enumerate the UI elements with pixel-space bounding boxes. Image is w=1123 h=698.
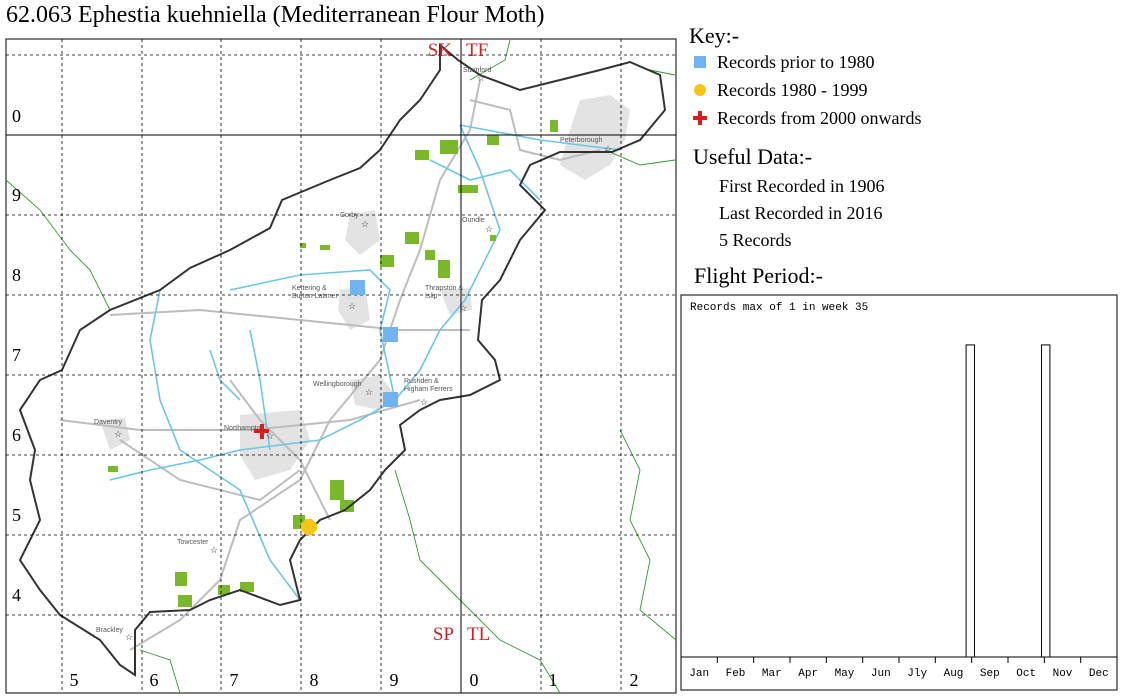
square-label: SP — [433, 624, 454, 645]
month-label: Oct — [1016, 668, 1036, 680]
town-label: Thrapston & — [425, 285, 463, 292]
useful-line: 5 Records — [719, 230, 791, 250]
town-star: ☆ — [420, 397, 428, 407]
woodland — [108, 120, 558, 607]
town-star: ☆ — [114, 429, 122, 439]
month-label: Jan — [689, 668, 709, 680]
town-label: Northampton — [224, 425, 265, 432]
month-label: Aug — [944, 668, 964, 680]
town-star: ☆ — [477, 73, 485, 83]
town-star: ☆ — [459, 303, 467, 313]
month-label: Nov — [1053, 668, 1073, 680]
record-2000-onwards — [254, 424, 269, 439]
roads — [59, 79, 601, 651]
month-label: Dec — [1089, 668, 1109, 680]
county-outline — [18, 42, 667, 677]
month-label: Feb — [726, 668, 746, 680]
month-label: Mar — [762, 668, 782, 680]
town-label: Oundle — [462, 217, 485, 224]
useful-heading: Useful Data:- — [693, 144, 812, 169]
town-label: Corby — [340, 212, 359, 219]
town-label: Wellingborough — [313, 381, 362, 388]
chart-title: Flight Period:- — [694, 263, 823, 288]
month-label: Jly — [907, 668, 927, 680]
key-heading: Key:- — [689, 23, 739, 48]
useful-line: First Recorded in 1906 — [719, 176, 884, 196]
town-star: ☆ — [361, 219, 369, 229]
town-star: ☆ — [365, 387, 373, 397]
key-swatch — [694, 56, 706, 68]
key-item: Records 1980 - 1999 — [717, 80, 867, 100]
key-swatch — [694, 84, 706, 96]
square-label: SK — [428, 40, 453, 61]
square-label: TL — [467, 624, 490, 645]
town-label: Peterborough — [560, 137, 603, 144]
town-label: Towcester — [177, 539, 209, 546]
side-panel: Key:- Records prior to 1980 Records 1980 -… — [680, 23, 1118, 691]
town-star: ☆ — [604, 144, 612, 154]
record-pre-1980 — [350, 280, 365, 295]
col-label: 5 — [70, 670, 79, 690]
month-label: Jun — [871, 668, 891, 680]
col-label: 1 — [549, 670, 558, 690]
col-label: 6 — [150, 670, 159, 690]
col-label: 2 — [630, 670, 639, 690]
row-label: 6 — [12, 425, 21, 445]
key-item: Records from 2000 onwards — [717, 108, 921, 128]
record-pre-1980 — [383, 327, 398, 342]
town-label: Brackley — [96, 627, 123, 634]
row-label: 8 — [12, 265, 21, 285]
town-label: Rushden & — [404, 378, 439, 385]
town-star: ☆ — [266, 431, 274, 441]
key-swatch — [693, 111, 707, 125]
col-label: 9 — [390, 670, 399, 690]
col-label: 8 — [310, 670, 319, 690]
bar — [1041, 344, 1051, 658]
record-1980-1999 — [301, 519, 317, 535]
month-label: Sep — [980, 668, 1000, 680]
town-label: Daventry — [94, 419, 123, 426]
row-label: 4 — [12, 585, 21, 605]
town-label: Stamford — [463, 67, 492, 74]
record-pre-1980 — [383, 392, 398, 407]
records — [254, 280, 398, 535]
useful-line: Last Recorded in 2016 — [719, 203, 882, 223]
month-label: May — [835, 668, 855, 680]
rivers — [109, 124, 621, 601]
row-label: 5 — [12, 505, 21, 525]
map-frame — [5, 38, 677, 694]
town-label: Higham Ferrers — [404, 386, 453, 393]
chart-frame — [680, 294, 1118, 691]
key-item: Records prior to 1980 — [717, 52, 874, 72]
col-label: 0 — [470, 670, 479, 690]
col-label: 7 — [230, 670, 239, 690]
square-label: TF — [466, 40, 488, 61]
boundaries — [5, 39, 677, 694]
town-star: ☆ — [210, 545, 218, 555]
town-star: ☆ — [348, 301, 356, 311]
row-label: 7 — [12, 345, 21, 365]
town-label: Islip — [425, 293, 438, 300]
town-star: ☆ — [125, 632, 133, 642]
chart-subtitle: Records max of 1 in week 35 — [690, 302, 868, 314]
row-label: 9 — [12, 185, 21, 205]
page-title: 62.063 Ephestia kuehniella (Mediterranea… — [6, 2, 545, 28]
grid — [6, 39, 676, 693]
row-label: 0 — [12, 106, 21, 126]
month-label: Apr — [798, 668, 818, 680]
town-label: Kettering & — [292, 285, 327, 292]
town-label: Burton Latimer — [292, 293, 339, 300]
bar — [965, 344, 975, 658]
town-star: ☆ — [485, 224, 493, 234]
